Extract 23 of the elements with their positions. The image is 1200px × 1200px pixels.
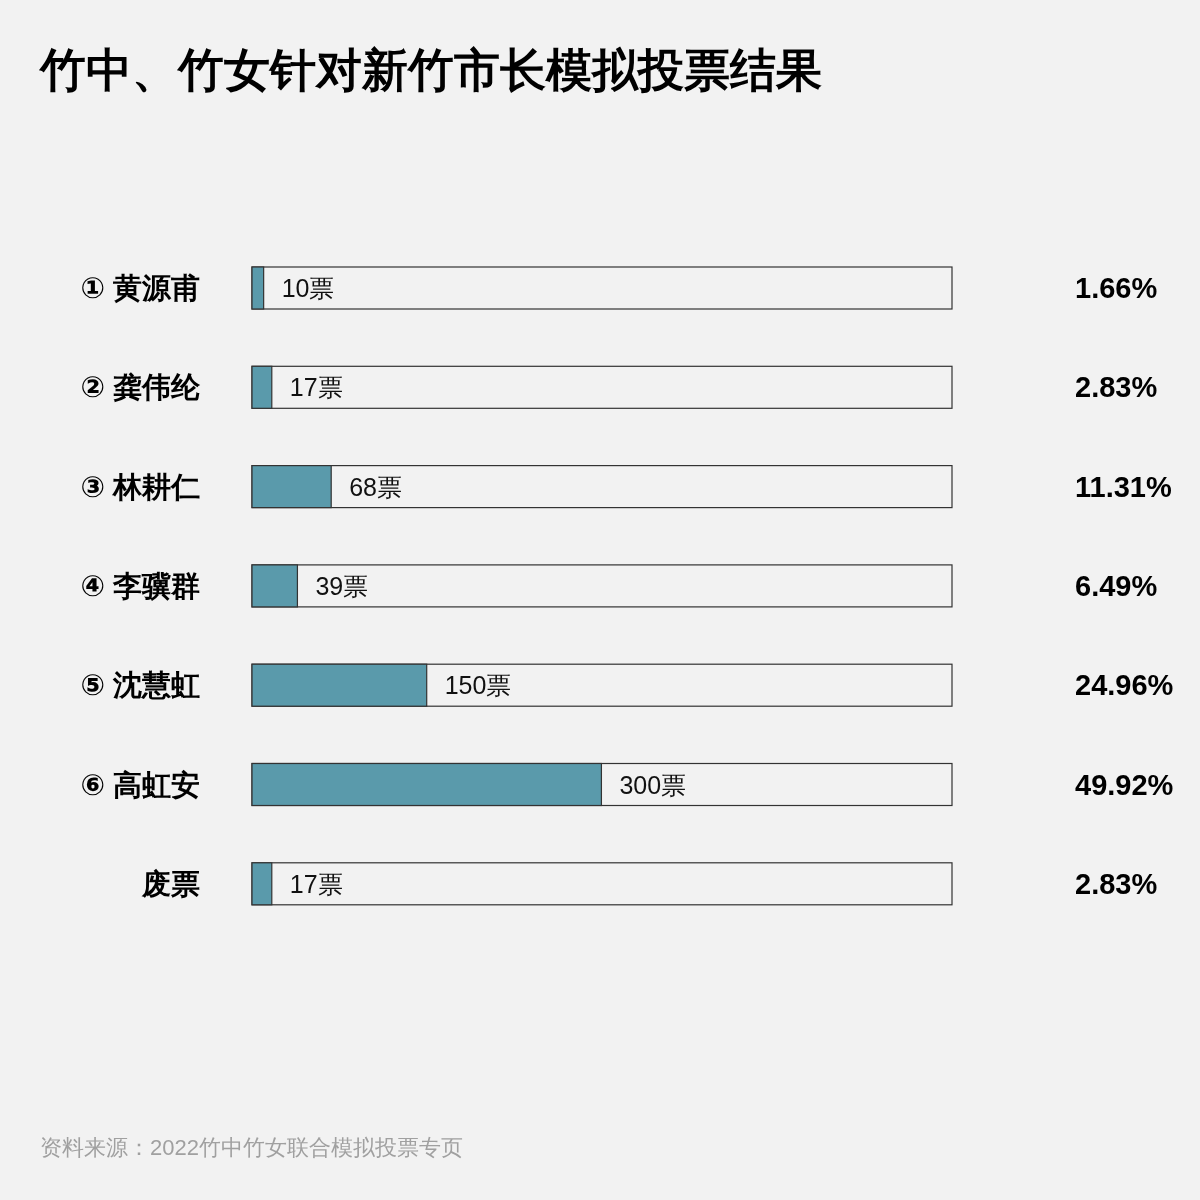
text: 11.31% <box>1075 470 1172 503</box>
text: 2.83% <box>1075 867 1158 900</box>
data-label: 17票 <box>289 373 343 402</box>
data-label: 39票 <box>315 571 369 600</box>
y-tick-label: ④ 李骥群 <box>80 569 200 602</box>
y-tick-label: 废票 <box>141 867 200 900</box>
data-label: 10票 <box>281 274 335 302</box>
data-label: 300票 <box>619 770 687 799</box>
text: 资料来源：2022竹中竹女联合模拟投票专页 <box>40 1135 463 1160</box>
y-tick-label: ⑥ 高虹安 <box>80 768 200 801</box>
data-label: 68票 <box>349 472 403 501</box>
text: 24.96% <box>1075 669 1174 702</box>
y-tick-label: ③ 林耕仁 <box>80 470 200 503</box>
text: 1.66% <box>1075 272 1158 304</box>
y-tick-label: ① 黄源甫 <box>80 272 200 304</box>
title: 竹中、竹女针对新竹市长模拟投票结果 <box>40 44 822 96</box>
y-tick-label: ② 龚伟纶 <box>80 371 201 404</box>
text: 2.83% <box>1075 371 1158 404</box>
text: 6.49% <box>1075 569 1158 602</box>
data-label: 150票 <box>444 671 512 700</box>
y-tick-label: ⑤ 沈慧虹 <box>80 669 200 702</box>
text: 49.92% <box>1075 768 1174 801</box>
data-label: 17票 <box>289 869 343 898</box>
